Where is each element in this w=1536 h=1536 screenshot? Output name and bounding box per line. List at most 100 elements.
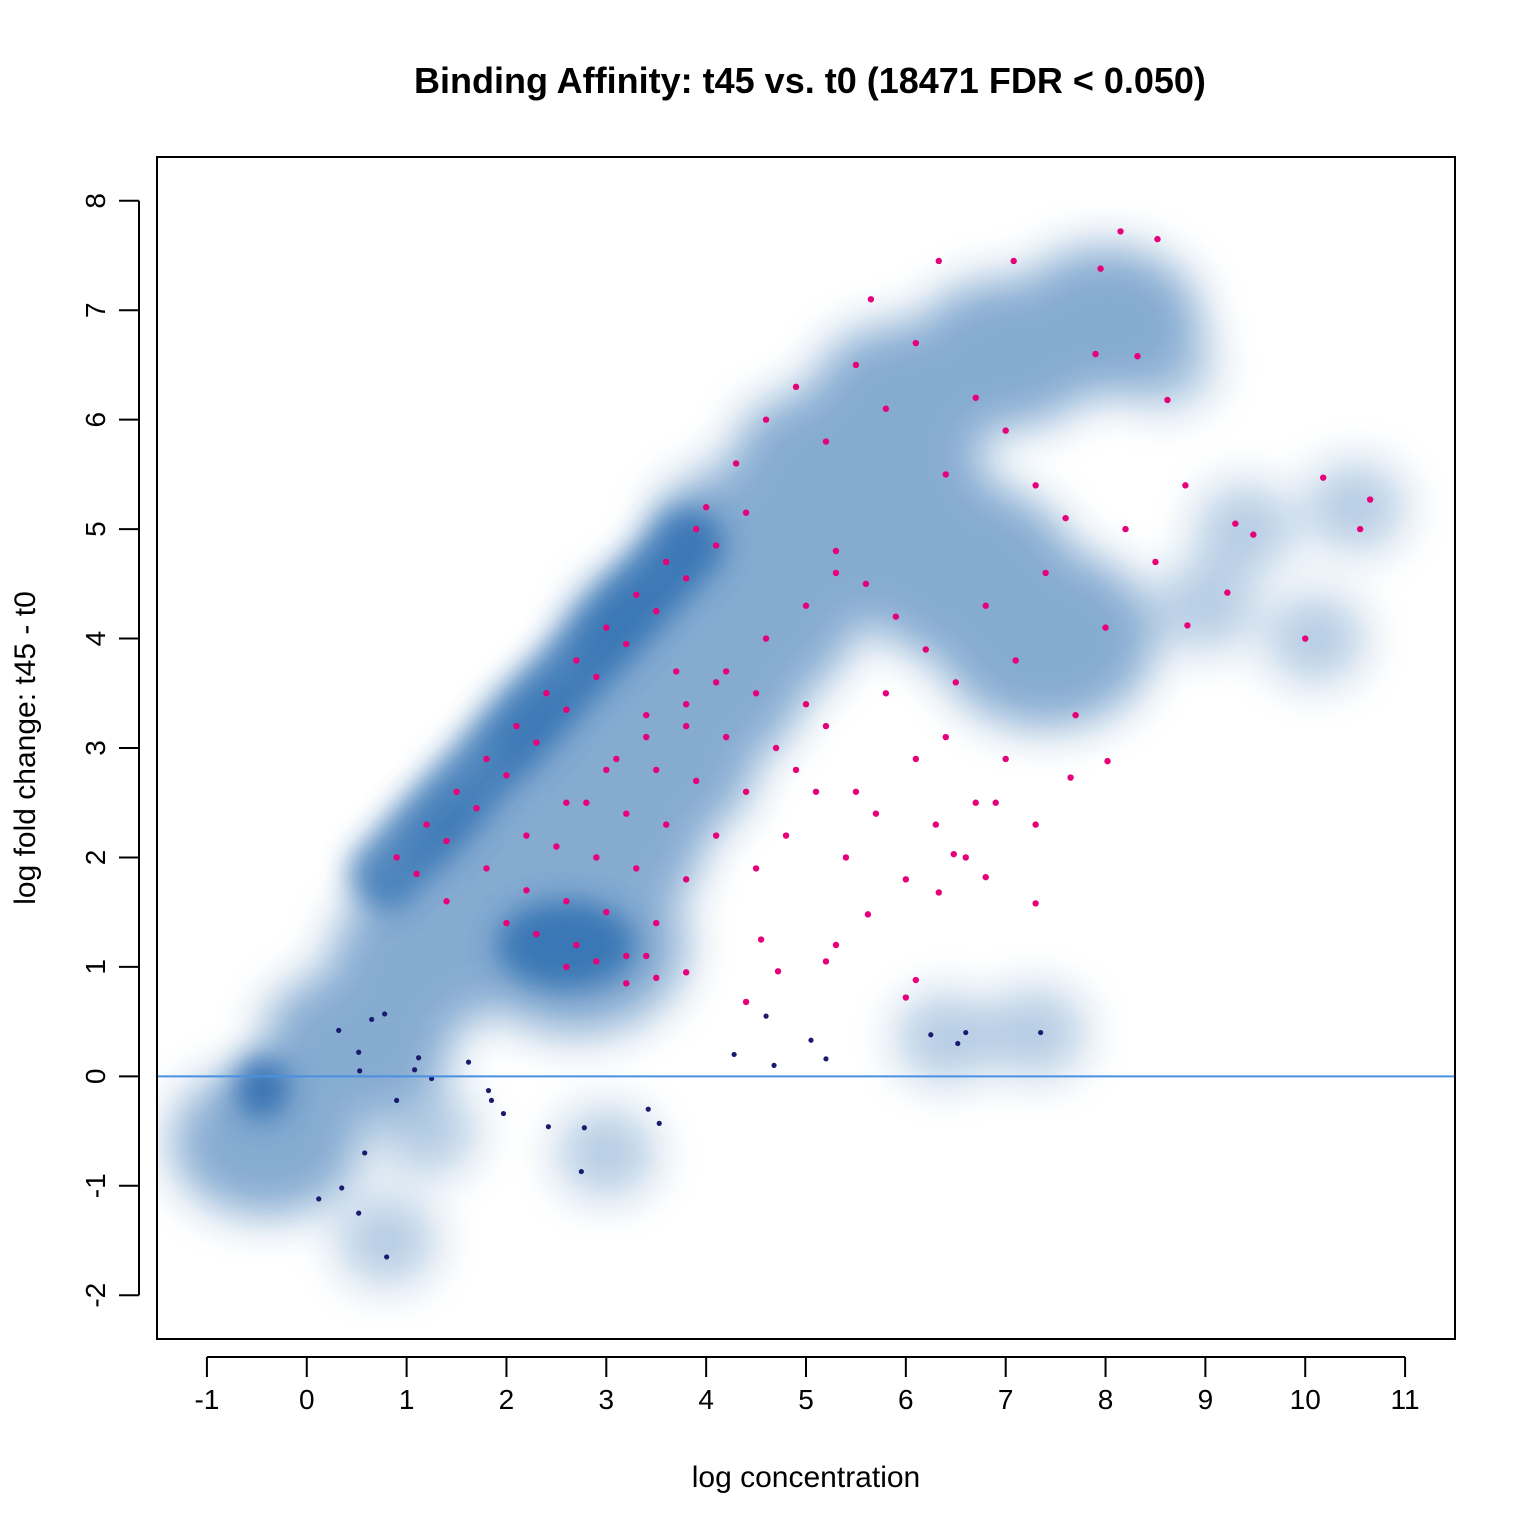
- data-point: [473, 804, 480, 812]
- data-point: [1356, 525, 1364, 533]
- density-blob: [648, 507, 725, 584]
- data-point: [1134, 352, 1141, 360]
- data-point: [413, 870, 420, 878]
- data-point: [802, 701, 810, 708]
- data-point: [523, 887, 530, 894]
- data-point: [583, 799, 590, 806]
- data-point: [1032, 821, 1039, 828]
- x-tick-label: 4: [698, 1384, 714, 1415]
- data-point: [357, 1068, 363, 1074]
- data-point: [593, 854, 600, 861]
- data-point: [962, 854, 969, 861]
- data-point: [771, 1062, 777, 1068]
- data-point: [692, 525, 700, 533]
- data-point: [822, 438, 830, 445]
- x-tick-label: 5: [798, 1384, 814, 1415]
- data-point: [722, 668, 730, 675]
- data-point: [1010, 257, 1017, 265]
- data-point: [623, 640, 630, 648]
- data-point: [603, 766, 610, 774]
- data-points: [316, 228, 1374, 1260]
- data-point: [823, 1056, 829, 1062]
- data-point: [852, 788, 860, 795]
- data-point: [772, 744, 780, 752]
- y-tick-label: 7: [80, 302, 111, 318]
- data-point: [653, 919, 660, 927]
- data-point: [1072, 711, 1079, 719]
- data-point: [935, 257, 942, 265]
- data-point: [563, 706, 570, 713]
- data-point: [1102, 624, 1109, 631]
- data-point: [1302, 635, 1309, 642]
- data-point: [942, 471, 949, 478]
- data-point: [453, 788, 460, 795]
- data-point: [882, 405, 890, 412]
- data-point: [902, 876, 910, 883]
- data-point: [762, 635, 770, 642]
- data-point: [443, 898, 450, 905]
- data-point: [928, 1032, 934, 1038]
- x-axis-label: log concentration: [692, 1461, 921, 1494]
- data-point: [935, 889, 942, 896]
- data-point: [1062, 514, 1069, 522]
- data-point: [513, 722, 520, 730]
- data-point: [316, 1196, 322, 1202]
- data-point: [1152, 558, 1159, 566]
- density-blob: [1115, 319, 1216, 410]
- data-point: [483, 755, 490, 763]
- data-point: [882, 690, 890, 697]
- data-point: [972, 799, 979, 806]
- data-point: [731, 1051, 737, 1058]
- data-point: [603, 908, 610, 916]
- x-tick-label: 7: [998, 1384, 1014, 1415]
- x-tick-label: 6: [898, 1384, 914, 1415]
- data-point: [645, 1106, 651, 1112]
- y-axis: -2 -1 0 1 2 3 4 5 6 7 8: [80, 193, 140, 1308]
- data-point: [752, 865, 760, 872]
- data-point: [356, 1049, 362, 1055]
- data-point: [663, 821, 670, 828]
- y-tick-label: 8: [80, 193, 111, 209]
- data-point: [982, 602, 989, 609]
- data-point: [963, 1029, 969, 1036]
- data-point: [982, 873, 989, 881]
- data-point: [682, 701, 690, 708]
- data-point: [752, 690, 760, 697]
- data-point: [792, 383, 800, 391]
- density-blob: [336, 1195, 437, 1286]
- data-point: [955, 1040, 961, 1047]
- data-point: [533, 739, 540, 746]
- data-point: [533, 930, 540, 938]
- data-point: [692, 777, 700, 785]
- data-point: [832, 547, 840, 555]
- data-point: [543, 690, 550, 697]
- data-point: [573, 657, 580, 664]
- density-blob: [1155, 560, 1256, 651]
- data-point: [643, 952, 650, 960]
- y-tick-label: 6: [80, 412, 111, 428]
- x-tick-label: 8: [1098, 1384, 1114, 1415]
- x-tick-label: 2: [499, 1384, 515, 1415]
- data-point: [822, 958, 830, 965]
- data-point: [832, 569, 840, 577]
- data-point: [892, 613, 900, 620]
- data-point: [1320, 474, 1327, 481]
- data-point: [653, 974, 660, 982]
- data-point: [523, 832, 530, 839]
- data-point: [774, 968, 782, 975]
- data-point: [623, 980, 630, 987]
- data-point: [732, 460, 740, 467]
- data-point: [1012, 657, 1019, 664]
- data-point: [356, 1210, 362, 1216]
- data-point: [488, 1097, 495, 1104]
- data-point: [992, 799, 999, 806]
- data-point: [643, 711, 650, 719]
- data-point: [712, 832, 720, 839]
- x-tick-label: 1: [399, 1384, 415, 1415]
- x-tick-label: -1: [194, 1384, 219, 1415]
- data-point: [842, 854, 850, 861]
- data-point: [757, 936, 765, 943]
- data-point: [682, 876, 690, 883]
- y-tick-label: 2: [80, 850, 111, 866]
